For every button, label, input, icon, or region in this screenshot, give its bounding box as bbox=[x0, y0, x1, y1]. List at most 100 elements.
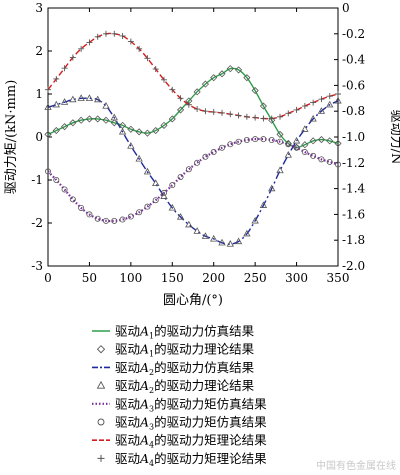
data-point-circle bbox=[334, 161, 341, 168]
data-point-plus bbox=[301, 103, 308, 110]
y-left-tick-label: 0 bbox=[35, 130, 43, 144]
legend-swatch-plus bbox=[97, 454, 105, 462]
data-point-diamond bbox=[193, 88, 201, 96]
data-point-triangle bbox=[60, 98, 69, 105]
data-point-triangle bbox=[77, 94, 85, 101]
data-point-plus bbox=[94, 33, 101, 40]
data-point-diamond bbox=[69, 119, 77, 127]
data-point-circle bbox=[227, 141, 234, 148]
data-point-triangle bbox=[69, 95, 77, 103]
data-point-diamond bbox=[61, 123, 69, 131]
data-point-diamond bbox=[160, 121, 168, 129]
data-point-plus bbox=[86, 39, 93, 46]
y-left-tick-label: 3 bbox=[35, 1, 43, 15]
legend-label: 驱动A2的驱动力仿真结果 bbox=[115, 360, 255, 377]
data-point-plus bbox=[53, 75, 60, 82]
data-point-circle bbox=[136, 209, 143, 216]
data-point-triangle bbox=[135, 154, 143, 162]
data-point-plus bbox=[243, 113, 250, 120]
data-point-diamond bbox=[77, 116, 85, 124]
data-point-circle bbox=[293, 144, 300, 151]
data-point-circle bbox=[235, 138, 242, 145]
data-point-diamond bbox=[218, 70, 226, 78]
data-point-triangle bbox=[94, 95, 102, 103]
data-point-circle bbox=[285, 141, 292, 148]
legend-item: 驱动A2的驱动力理论结果 bbox=[96, 378, 255, 395]
data-point-triangle bbox=[259, 201, 268, 208]
x-tick-label: 50 bbox=[82, 271, 97, 285]
data-point-plus bbox=[185, 101, 192, 108]
data-point-plus bbox=[111, 30, 118, 37]
data-point-plus bbox=[293, 106, 300, 113]
data-point-triangle bbox=[234, 237, 243, 245]
data-point-circle bbox=[202, 153, 209, 160]
legend-swatch-diamond bbox=[96, 345, 106, 354]
x-tick-label: 350 bbox=[327, 271, 350, 285]
series-line-4 bbox=[47, 32, 339, 120]
data-point-plus bbox=[194, 106, 201, 113]
x-axis-label: 圆心角/(°) bbox=[163, 293, 223, 308]
data-point-plus bbox=[219, 109, 225, 116]
data-point-triangle bbox=[193, 227, 201, 234]
x-tick-label: 0 bbox=[44, 271, 52, 285]
data-point-diamond bbox=[127, 125, 135, 133]
legend-item: 驱动A1的驱动力仿真结果 bbox=[92, 324, 255, 341]
data-point-circle bbox=[94, 215, 101, 222]
data-point-triangle bbox=[276, 166, 284, 174]
data-point-diamond bbox=[44, 130, 52, 138]
data-point-triangle bbox=[243, 229, 251, 237]
data-point-circle bbox=[86, 211, 93, 218]
y-right-tick-label: -1.4 bbox=[342, 182, 366, 196]
legend-swatch-circle bbox=[97, 418, 105, 426]
y-left-tick-label: -1 bbox=[31, 173, 43, 187]
data-point-plus bbox=[136, 45, 143, 52]
y-right-tick-label: -1.0 bbox=[342, 130, 365, 144]
data-point-diamond bbox=[268, 116, 276, 124]
y-axis-right-label: 驱动力/N bbox=[388, 110, 400, 165]
y-left-tick-label: -2 bbox=[31, 216, 43, 230]
data-point-triangle bbox=[309, 114, 317, 122]
data-point-plus bbox=[177, 95, 184, 102]
data-point-plus bbox=[69, 54, 76, 61]
data-point-plus bbox=[152, 66, 159, 73]
ticks-layer: 0 50 100 150 200 250 300 350 -3 -2 -1 0 1 2 3 -2.0 -1.8 -… bbox=[31, 1, 365, 285]
data-point-circle bbox=[119, 216, 126, 223]
data-point-circle bbox=[78, 204, 85, 211]
data-point-triangle bbox=[176, 212, 185, 220]
data-point-diamond bbox=[235, 66, 243, 74]
data-point-diamond bbox=[317, 136, 325, 144]
data-point-plus bbox=[227, 111, 234, 118]
watermark: 中国有色金属在线 bbox=[316, 459, 396, 472]
data-point-triangle bbox=[326, 100, 334, 108]
data-point-diamond bbox=[309, 137, 317, 145]
data-point-circle bbox=[69, 196, 76, 203]
data-point-circle bbox=[218, 144, 225, 151]
data-point-circle bbox=[53, 176, 60, 183]
data-point-diamond bbox=[326, 137, 334, 145]
y-right-tick-label: -0.4 bbox=[342, 53, 366, 67]
y-right-tick-label: -0.6 bbox=[342, 78, 365, 92]
y-left-tick-label: 2 bbox=[35, 44, 43, 58]
data-point-triangle bbox=[118, 127, 127, 135]
data-point-circle bbox=[260, 136, 267, 143]
data-point-triangle bbox=[110, 113, 118, 121]
data-point-diamond bbox=[177, 106, 185, 114]
data-point-plus bbox=[260, 115, 267, 122]
data-point-triangle bbox=[85, 94, 94, 101]
data-point-plus bbox=[277, 113, 283, 120]
data-point-plus bbox=[119, 32, 126, 39]
series-line-1 bbox=[47, 67, 339, 149]
data-point-plus bbox=[252, 114, 259, 121]
data-point-triangle bbox=[44, 103, 52, 110]
legend-swatch-triangle bbox=[96, 380, 106, 389]
legend-item: 驱动A2的驱动力仿真结果 bbox=[92, 360, 255, 377]
data-point-circle bbox=[127, 213, 134, 220]
data-point-diamond bbox=[251, 86, 259, 95]
legend-item: 驱动A3的驱动力矩仿真结果 bbox=[92, 396, 267, 413]
data-point-diamond bbox=[143, 129, 151, 137]
data-point-triangle bbox=[160, 192, 168, 199]
data-point-diamond bbox=[243, 74, 251, 82]
data-point-diamond bbox=[276, 130, 284, 138]
data-point-plus bbox=[318, 96, 325, 103]
